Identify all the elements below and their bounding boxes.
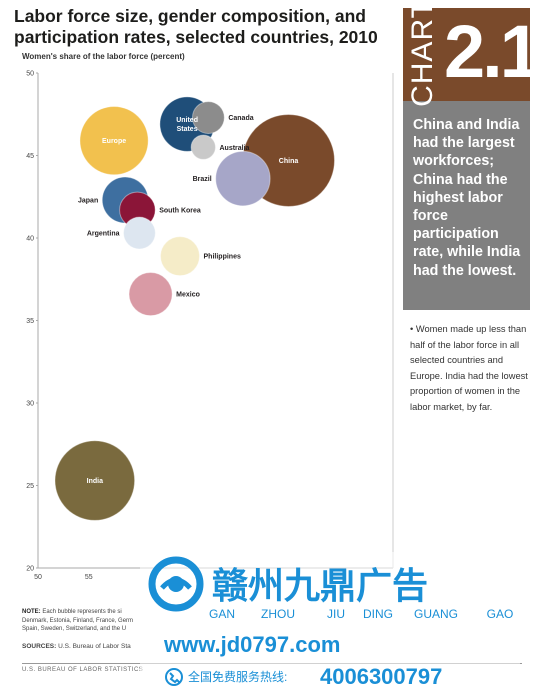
sources-label: SOURCES:: [22, 643, 57, 650]
watermark-hotline-label: 全国免费服务热线:: [188, 669, 287, 684]
notes-block: NOTE: Each bubble represents the si Denm…: [22, 608, 402, 634]
chart-word: CHART: [406, 0, 440, 107]
bubble-australia: [190, 134, 216, 160]
chart-number: 2.1: [444, 10, 533, 93]
x-tick-label: 55: [85, 574, 93, 581]
y-tick-label: 45: [26, 153, 34, 160]
watermark-url: www.jd0797.com: [163, 632, 340, 657]
note-label: NOTE:: [22, 609, 41, 615]
bubble-layer: [54, 96, 336, 521]
pinyin-word: ZHOU: [261, 607, 295, 621]
sidebar-header: [403, 8, 530, 101]
bubble-label: China: [279, 158, 299, 165]
watermark-backdrop: [140, 552, 520, 698]
sidebar-bullet-area: [403, 310, 530, 548]
bubble-labels: Canada United States Europe Australia China Br…: [78, 115, 298, 485]
y-tick-label: 30: [26, 401, 34, 408]
note-line-3: Spain, Sweden, Switzerland, and the U: [22, 626, 127, 632]
note-line-2: Denmark, Estonia, Finland, France, Germ: [22, 617, 134, 624]
bubble-brazil: [215, 150, 271, 207]
bubble-label: United: [176, 117, 198, 124]
pinyin-word: GAN: [209, 607, 235, 621]
bubble-philippines: [159, 236, 201, 277]
bubble-label: Brazil: [193, 176, 212, 183]
bubble-label: Argentina: [87, 231, 120, 238]
watermark-logo-icon: [148, 556, 204, 612]
y-tick-label: 20: [26, 566, 34, 573]
y-tick-label: 50: [26, 71, 34, 78]
pinyin-word: DING: [363, 607, 393, 621]
sidebar-bullet-text: Women made up less than half of the labo…: [410, 324, 528, 412]
chart-word-vertical: CHART: [406, 0, 440, 107]
bubble-canada: [191, 101, 225, 134]
bubble-argentina: [122, 216, 156, 250]
x-tick-label: 50: [34, 574, 42, 581]
y-axis-label: Women's share of the labor force (percen…: [22, 52, 185, 61]
watermark-pinyin: GAN ZHOU JIU DING GUANG GAO: [209, 607, 513, 621]
pinyin-word: JIU: [327, 607, 345, 621]
watermark-hotline: 4006300797: [320, 664, 442, 689]
watermark-cn-name: 赣州九鼎广告: [212, 565, 428, 606]
sources-text: U.S. Bureau of Labor Sta: [58, 643, 131, 650]
bubble-label: India: [87, 478, 103, 485]
bubble-label: States: [177, 126, 198, 133]
sidebar-headline: China and India had the largest workforc…: [413, 117, 521, 279]
bubble-europe: [79, 106, 149, 176]
sidebar-bullet: • Women made up less than half of the la…: [410, 324, 528, 412]
bubble-label: Australia: [219, 145, 249, 152]
footer-text: U.S. BUREAU OF LABOR STATISTICS: [22, 667, 144, 673]
bubble-label: Mexico: [176, 292, 200, 299]
y-tick-label: 40: [26, 236, 34, 243]
sources-block: SOURCES: U.S. Bureau of Labor Sta: [22, 643, 131, 650]
bubble-india: [54, 440, 136, 521]
bubble-label: Philippines: [204, 254, 241, 261]
y-tick-label: 35: [26, 318, 34, 325]
pinyin-word: GAO: [487, 607, 514, 621]
pinyin-word: GUANG: [414, 607, 458, 621]
y-tick-label: 25: [26, 483, 34, 490]
bubble-mexico: [128, 272, 173, 317]
bubble-label: Japan: [78, 198, 98, 205]
watermark-overlay: 赣州九鼎广告 GAN ZHOU JIU DING GUANG GAO www.jd0797…: [140, 552, 520, 698]
bubble-label: Canada: [228, 115, 253, 122]
chart-title: Labor force size, gender composition, an…: [14, 6, 378, 47]
phone-icon: [165, 668, 183, 686]
bubble-label: South Korea: [159, 207, 201, 214]
note-text: Each bubble represents the si: [42, 609, 122, 615]
bubble-label: Europe: [102, 138, 126, 145]
